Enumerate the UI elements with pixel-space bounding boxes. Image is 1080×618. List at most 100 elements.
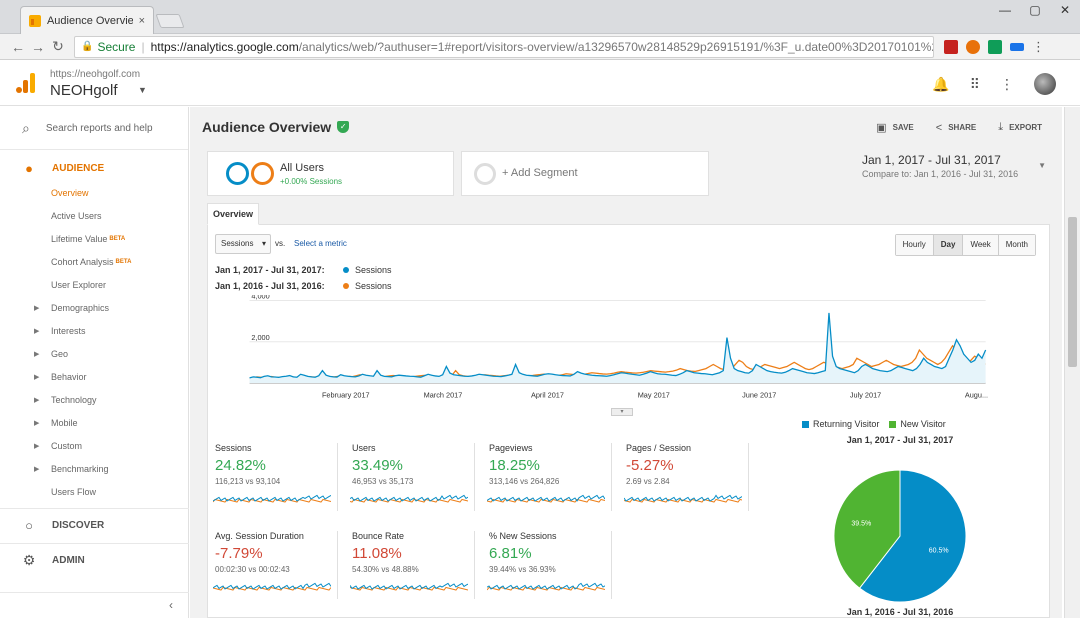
- forward-icon[interactable]: →: [31, 38, 45, 55]
- sidebar-item-label: Technology: [51, 394, 97, 405]
- account-caret-icon[interactable]: ▼: [138, 85, 147, 95]
- share-icon: <: [935, 121, 943, 134]
- browser-tab[interactable]: Audience Overview - An ×: [20, 6, 154, 34]
- export-label: EXPORT: [1009, 123, 1042, 132]
- sidebar-item-label: Users Flow: [51, 486, 97, 497]
- granularity-week[interactable]: Week: [962, 235, 998, 255]
- pie-slice[interactable]: [858, 469, 967, 603]
- granularity-hourly[interactable]: Hourly: [895, 235, 933, 255]
- metric-name: Sessions: [215, 443, 252, 453]
- pie-title-next: Jan 1, 2016 - Jul 31, 2016: [846, 607, 954, 617]
- overview-panel: Sessions vs. Select a metric Hourly Day …: [207, 224, 1050, 618]
- metric-tile--new-sessions[interactable]: % New Sessions 6.81% 39.44% vs 36.93%: [482, 531, 612, 599]
- lightbulb-icon: ○: [25, 518, 33, 533]
- sidebar-item-custom[interactable]: ▶ Custom: [0, 434, 188, 457]
- expand-triangle-icon: ▶: [34, 465, 40, 473]
- export-button[interactable]: ⤓ EXPORT: [998, 121, 1042, 134]
- metric-tile-pageviews[interactable]: Pageviews 18.25% 313,146 vs 264,826: [482, 443, 612, 511]
- metric-name: Pages / Session: [626, 443, 692, 453]
- sidebar-item-active-users[interactable]: Active Users: [0, 204, 188, 227]
- metric-comparison: 39.44% vs 36.93%: [489, 565, 556, 574]
- pdf-extension-icon[interactable]: [944, 39, 958, 54]
- pie-slice-label: 39.5%: [851, 521, 871, 528]
- new-tab-button[interactable]: [155, 14, 185, 28]
- expand-triangle-icon: ▶: [34, 442, 40, 450]
- metric-tile-users[interactable]: Users 33.49% 46,953 vs 35,173: [345, 443, 475, 511]
- scrollbar-thumb[interactable]: [1068, 217, 1077, 367]
- sidebar-item-demographics[interactable]: ▶ Demographics: [0, 296, 188, 319]
- sidebar-search[interactable]: ⌕ Search reports and help: [0, 107, 188, 150]
- granularity-day[interactable]: Day: [932, 235, 963, 255]
- visitor-type-pie: Returning Visitor New Visitor Jan 1, 201…: [790, 419, 1030, 617]
- chrome-menu-icon[interactable]: ⋮: [1032, 38, 1045, 54]
- extension-icon[interactable]: [966, 39, 980, 54]
- metric-sparkline: [624, 494, 742, 503]
- minimize-button[interactable]: —: [999, 3, 1011, 17]
- expand-triangle-icon: ▶: [34, 350, 40, 358]
- vs-label: vs.: [275, 239, 286, 248]
- sidebar-item-lifetime-value[interactable]: Lifetime Value BETA: [0, 227, 188, 250]
- metric-tile-sessions[interactable]: Sessions 24.82% 116,213 vs 93,104: [208, 443, 338, 511]
- pie-slice[interactable]: [833, 469, 901, 589]
- page-scrollbar[interactable]: [1064, 107, 1080, 618]
- secure-label: Secure: [97, 39, 136, 54]
- sidebar-item-user-explorer[interactable]: User Explorer: [0, 273, 188, 296]
- select-metric-link[interactable]: Select a metric: [294, 239, 347, 248]
- metric-name: Bounce Rate: [352, 531, 405, 541]
- more-menu-icon[interactable]: ⋮: [1000, 75, 1014, 92]
- sidebar-section-discover[interactable]: ○ DISCOVER: [0, 508, 189, 542]
- metric-comparison: 116,213 vs 93,104: [215, 477, 281, 486]
- cast-icon[interactable]: [1010, 42, 1024, 51]
- report-actions: ▣ SAVE < SHARE ⤓ EXPORT: [876, 121, 1042, 134]
- share-button[interactable]: < SHARE: [936, 121, 976, 134]
- sidebar-item-interests[interactable]: ▶ Interests: [0, 319, 188, 342]
- save-button[interactable]: ▣ SAVE: [876, 121, 914, 134]
- metric-change: -7.79%: [215, 545, 263, 562]
- sidebar-item-mobile[interactable]: ▶ Mobile: [0, 411, 188, 434]
- avatar[interactable]: [1034, 73, 1056, 95]
- sidebar-item-benchmarking[interactable]: ▶ Benchmarking: [0, 457, 188, 480]
- sidebar-section-admin[interactable]: ⚙ ADMIN: [0, 543, 189, 577]
- beta-badge: BETA: [115, 258, 132, 265]
- export-icon: ⤓: [998, 121, 1004, 133]
- tab-close-icon[interactable]: ×: [138, 14, 145, 27]
- metric-select[interactable]: Sessions: [215, 234, 271, 254]
- date-range-picker[interactable]: Jan 1, 2017 - Jul 31, 2017 Compare to: J…: [862, 153, 1046, 179]
- sidebar-section-audience[interactable]: ● AUDIENCE: [0, 155, 188, 181]
- sidebar-item-technology[interactable]: ▶ Technology: [0, 388, 188, 411]
- add-segment-button[interactable]: + Add Segment: [461, 151, 709, 196]
- admin-label: ADMIN: [52, 555, 85, 566]
- back-icon[interactable]: ←: [11, 38, 25, 55]
- tab-overview[interactable]: Overview: [207, 203, 259, 225]
- x-tick-label: March 2017: [424, 391, 463, 400]
- apps-grid-icon[interactable]: ⠿: [969, 75, 980, 92]
- close-window-button[interactable]: ✕: [1059, 3, 1071, 17]
- segment-all-users[interactable]: All Users +0.00% Sessions: [207, 151, 454, 196]
- metric-name: Pageviews: [489, 443, 533, 453]
- sidebar-item-behavior[interactable]: ▶ Behavior: [0, 365, 188, 388]
- property-name[interactable]: NEOHgolf: [50, 82, 118, 99]
- x-tick-label: July 2017: [850, 391, 881, 400]
- address-bar[interactable]: 🔒 Secure | https://analytics.google.com /…: [74, 35, 934, 58]
- maximize-button[interactable]: ▢: [1029, 3, 1041, 17]
- granularity-month[interactable]: Month: [997, 235, 1035, 255]
- sidebar-item-overview[interactable]: Overview: [0, 181, 188, 204]
- collapse-sidebar-button[interactable]: ‹: [0, 592, 189, 618]
- chart-resize-handle[interactable]: ▾: [611, 408, 633, 416]
- notifications-bell-icon[interactable]: 🔔: [932, 75, 950, 92]
- expand-triangle-icon: ▶: [34, 327, 40, 335]
- analytics-favicon-icon: [29, 14, 41, 27]
- metric-tile-pages-session[interactable]: Pages / Session -5.27% 2.69 vs 2.84: [619, 443, 749, 511]
- pie-title: Jan 1, 2017 - Jul 31, 2017: [846, 435, 954, 445]
- metric-tile-avg-session-duration[interactable]: Avg. Session Duration -7.79% 00:02:30 vs 0…: [208, 531, 338, 599]
- gear-icon: ⚙: [22, 552, 36, 568]
- add-segment-label: + Add Segment: [502, 167, 578, 179]
- analytics-logo-icon: [16, 73, 36, 93]
- metric-tile-bounce-rate[interactable]: Bounce Rate 11.08% 54.30% vs 48.88%: [345, 531, 475, 599]
- sidebar-item-cohort-analysis[interactable]: Cohort Analysis BETA: [0, 250, 188, 273]
- sidebar-item-geo[interactable]: ▶ Geo: [0, 342, 188, 365]
- extension-icon[interactable]: [988, 39, 1002, 54]
- sidebar-item-users-flow[interactable]: Users Flow: [0, 480, 188, 503]
- metric-comparison: 313,146 vs 264,826: [489, 477, 560, 486]
- reload-icon[interactable]: ↻: [52, 38, 64, 54]
